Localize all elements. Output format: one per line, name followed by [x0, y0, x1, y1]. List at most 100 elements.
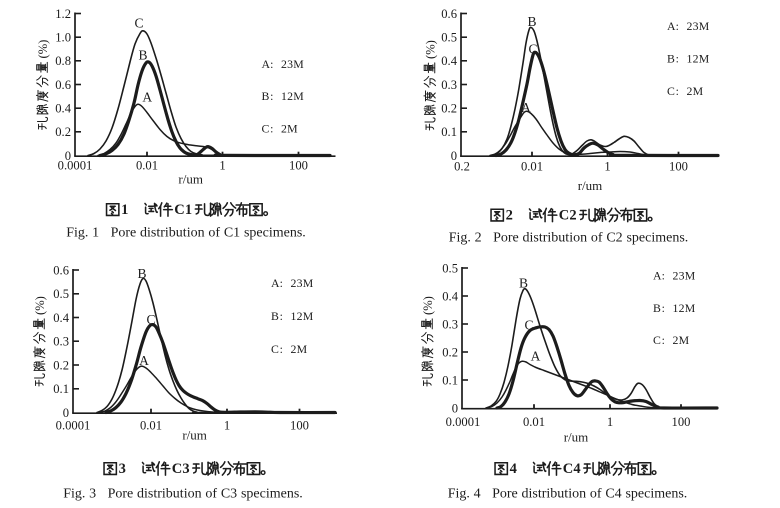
svg-text:0.3: 0.3: [441, 78, 457, 92]
svg-text:Fig. 1 Pore distribution of: Fig. 1 Pore distribution of C1 specimens…: [66, 225, 306, 240]
svg-text:B: B: [667, 52, 675, 66]
svg-text:r/um: r/um: [564, 430, 589, 445]
svg-text:1: 1: [121, 202, 128, 218]
svg-text:0.01: 0.01: [521, 160, 543, 174]
svg-text:C: C: [528, 42, 537, 57]
svg-text:A: A: [653, 269, 662, 283]
svg-text:A: A: [531, 349, 541, 364]
svg-text:B: B: [527, 14, 536, 29]
svg-text:4: 4: [510, 461, 517, 477]
svg-text:C: C: [134, 16, 143, 31]
svg-text:2: 2: [506, 208, 513, 224]
svg-text:0.01: 0.01: [136, 159, 158, 173]
svg-text:(%): (%): [421, 296, 435, 315]
svg-text::: :: [662, 301, 665, 315]
svg-text:100: 100: [289, 159, 308, 173]
svg-text:2M: 2M: [291, 342, 308, 356]
svg-text:0.2: 0.2: [55, 125, 71, 139]
svg-text:r/um: r/um: [578, 178, 603, 193]
svg-text:2M: 2M: [687, 84, 704, 98]
svg-text:1.0: 1.0: [55, 31, 71, 45]
svg-text:r/um: r/um: [178, 172, 203, 187]
svg-text:23M: 23M: [291, 276, 314, 290]
svg-text::: :: [676, 84, 679, 98]
svg-text:0.3: 0.3: [442, 317, 458, 331]
svg-text:A: A: [139, 353, 149, 368]
svg-text::: :: [662, 333, 665, 347]
svg-text:B: B: [271, 309, 279, 323]
svg-text:0: 0: [65, 149, 71, 163]
svg-text:3: 3: [119, 461, 126, 477]
svg-text:C: C: [146, 312, 155, 327]
svg-text:1: 1: [604, 160, 610, 174]
svg-text:0.1: 0.1: [53, 382, 69, 396]
svg-text:0.0001: 0.0001: [446, 415, 481, 429]
svg-text:1.2: 1.2: [55, 7, 71, 21]
svg-text:B: B: [137, 266, 146, 281]
svg-text:C4: C4: [563, 461, 581, 477]
svg-text:12M: 12M: [687, 52, 710, 66]
svg-text:2M: 2M: [673, 333, 690, 347]
svg-text:0.4: 0.4: [53, 311, 69, 325]
svg-text:A: A: [521, 100, 531, 115]
svg-text:B: B: [138, 48, 147, 63]
svg-text:0.0001: 0.0001: [58, 159, 93, 173]
svg-text:C: C: [262, 122, 270, 136]
svg-text:12M: 12M: [291, 309, 314, 323]
svg-text::: :: [270, 89, 273, 103]
svg-text:A: A: [271, 276, 280, 290]
svg-text:23M: 23M: [281, 57, 304, 71]
svg-text:0.4: 0.4: [442, 289, 458, 303]
svg-text::: :: [280, 309, 283, 323]
svg-text:(%): (%): [33, 296, 47, 315]
svg-text:Fig. 3 Pore distribution of: Fig. 3 Pore distribution of C3 specimens…: [63, 487, 303, 502]
svg-text:C: C: [653, 333, 661, 347]
svg-text:0.6: 0.6: [55, 78, 71, 92]
svg-text:(%): (%): [36, 40, 50, 59]
svg-text:0.8: 0.8: [55, 54, 71, 68]
svg-text:0.01: 0.01: [140, 419, 162, 433]
svg-text::: :: [270, 122, 273, 136]
svg-text:1: 1: [219, 159, 225, 173]
svg-text:0.0001: 0.0001: [56, 419, 91, 433]
svg-text:Fig. 2 Pore distribution of: Fig. 2 Pore distribution of C2 specimens…: [449, 231, 689, 246]
svg-text:C: C: [271, 342, 279, 356]
svg-text:A: A: [142, 90, 152, 105]
svg-text:100: 100: [672, 415, 691, 429]
svg-text::: :: [662, 269, 665, 283]
svg-text:0.3: 0.3: [53, 335, 69, 349]
svg-text:2M: 2M: [281, 122, 298, 136]
svg-text:0.2: 0.2: [53, 358, 69, 372]
svg-text:A: A: [667, 19, 676, 33]
svg-text:C3: C3: [172, 461, 190, 477]
svg-text:0.6: 0.6: [53, 263, 69, 277]
svg-text::: :: [280, 276, 283, 290]
svg-text::: :: [676, 19, 679, 33]
svg-text:C1: C1: [174, 202, 192, 218]
svg-text:0.1: 0.1: [441, 125, 457, 139]
svg-text:0.2: 0.2: [454, 160, 470, 174]
svg-text:0: 0: [451, 149, 457, 163]
svg-text:0.2: 0.2: [442, 345, 458, 359]
svg-text:0: 0: [63, 406, 69, 420]
svg-text:C: C: [667, 84, 675, 98]
svg-text:B: B: [519, 275, 528, 290]
svg-text:(%): (%): [424, 40, 438, 59]
svg-text:0.5: 0.5: [53, 287, 69, 301]
svg-text:100: 100: [669, 160, 688, 174]
svg-text:0: 0: [452, 401, 458, 415]
svg-text:0.2: 0.2: [441, 102, 457, 116]
svg-text:B: B: [653, 301, 661, 315]
svg-text:0.4: 0.4: [441, 54, 457, 68]
svg-text:1: 1: [224, 419, 230, 433]
svg-text:1: 1: [607, 415, 613, 429]
svg-text:0.1: 0.1: [442, 373, 458, 387]
svg-text:12M: 12M: [281, 89, 304, 103]
svg-text:r/um: r/um: [182, 428, 207, 443]
svg-text:0.01: 0.01: [523, 415, 545, 429]
svg-text:0.4: 0.4: [55, 102, 71, 116]
svg-text::: :: [676, 52, 679, 66]
svg-text:C2: C2: [559, 208, 577, 224]
svg-text:0.6: 0.6: [441, 7, 457, 21]
svg-text:B: B: [262, 89, 270, 103]
